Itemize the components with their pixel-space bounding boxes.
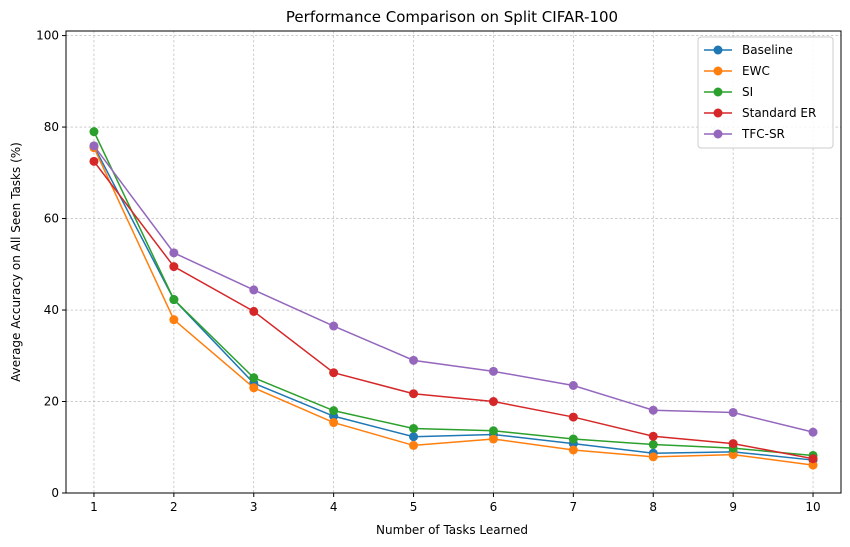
data-point-tfc-sr bbox=[488, 366, 498, 376]
x-tick-label: 4 bbox=[330, 500, 338, 514]
y-tick-label: 80 bbox=[44, 120, 59, 134]
legend-item: TFC-SR bbox=[704, 127, 785, 141]
data-point-tfc-sr bbox=[648, 405, 658, 415]
x-tick-label: 10 bbox=[805, 500, 820, 514]
data-point-tfc-sr bbox=[568, 381, 578, 391]
legend-label: TFC-SR bbox=[741, 127, 785, 141]
x-axis: 1 2 3 4 5 6 7 8 9 10 bbox=[90, 493, 821, 514]
data-point-tfc-sr bbox=[409, 355, 419, 365]
data-point-si bbox=[488, 426, 498, 436]
plot-frame bbox=[65, 30, 842, 494]
x-tick-label: 2 bbox=[170, 500, 178, 514]
legend-marker bbox=[713, 108, 723, 118]
series-baseline bbox=[89, 141, 818, 465]
legend-item: Standard ER bbox=[704, 106, 816, 120]
series-line-tfc-sr bbox=[93, 145, 814, 433]
legend: Baseline EWC SI Standard ER TFC-SR bbox=[697, 36, 834, 149]
legend-item: Baseline bbox=[704, 43, 793, 57]
series-si bbox=[89, 127, 818, 460]
data-point-tfc-sr bbox=[89, 141, 99, 151]
data-point-si bbox=[89, 127, 99, 137]
x-tick-label: 7 bbox=[570, 500, 578, 514]
x-tick-label: 9 bbox=[729, 500, 737, 514]
chart-title: Performance Comparison on Split CIFAR-10… bbox=[286, 8, 618, 26]
legend-box bbox=[697, 36, 834, 149]
x-tick-label: 6 bbox=[490, 500, 498, 514]
data-point-ewc bbox=[568, 445, 578, 455]
data-point-standard-er bbox=[169, 262, 179, 272]
series-group bbox=[89, 127, 818, 470]
data-point-ewc bbox=[728, 450, 738, 460]
data-point-tfc-sr bbox=[728, 407, 738, 417]
series-line-ewc bbox=[93, 147, 814, 466]
y-tick-label: 0 bbox=[51, 486, 59, 500]
data-point-si bbox=[169, 295, 179, 305]
legend-label: SI bbox=[742, 85, 753, 99]
series-line-si bbox=[93, 131, 814, 457]
data-point-ewc bbox=[169, 315, 179, 325]
x-tick-label: 5 bbox=[410, 500, 418, 514]
data-point-standard-er bbox=[728, 439, 738, 449]
data-point-si bbox=[249, 373, 259, 383]
data-point-tfc-sr bbox=[169, 248, 179, 258]
x-axis-label: Number of Tasks Learned bbox=[376, 523, 528, 537]
data-point-standard-er bbox=[89, 156, 99, 166]
data-point-baseline bbox=[409, 432, 419, 442]
data-point-si bbox=[409, 424, 419, 434]
y-axis-label: Average Accuracy on All Seen Tasks (%) bbox=[9, 142, 23, 382]
y-tick-label: 20 bbox=[44, 395, 59, 409]
data-point-si bbox=[329, 406, 339, 416]
y-tick-label: 60 bbox=[44, 212, 59, 226]
legend-marker bbox=[713, 129, 723, 139]
legend-marker bbox=[713, 87, 723, 97]
data-point-standard-er bbox=[409, 389, 419, 399]
y-tick-label: 100 bbox=[36, 29, 59, 43]
data-point-standard-er bbox=[488, 397, 498, 407]
data-point-ewc bbox=[249, 383, 259, 393]
legend-label: Standard ER bbox=[742, 106, 816, 120]
data-point-si bbox=[568, 434, 578, 444]
data-point-tfc-sr bbox=[329, 321, 339, 331]
legend-label: EWC bbox=[742, 64, 770, 78]
y-tick-label: 40 bbox=[44, 303, 59, 317]
data-point-tfc-sr bbox=[808, 427, 818, 437]
data-point-standard-er bbox=[568, 412, 578, 422]
data-point-standard-er bbox=[648, 431, 658, 441]
data-point-ewc bbox=[488, 434, 498, 444]
series-tfc-sr bbox=[89, 141, 818, 437]
data-point-standard-er bbox=[249, 306, 259, 316]
legend-item: EWC bbox=[704, 64, 770, 78]
series-line-baseline bbox=[93, 145, 814, 461]
legend-label: Baseline bbox=[742, 43, 793, 57]
legend-item: SI bbox=[704, 85, 753, 99]
legend-marker bbox=[713, 66, 723, 76]
series-standard-er bbox=[89, 156, 818, 464]
data-point-si bbox=[648, 440, 658, 450]
y-axis: 0 20 40 60 80 100 bbox=[36, 29, 66, 500]
data-point-ewc bbox=[808, 460, 818, 470]
data-point-ewc bbox=[648, 452, 658, 462]
x-tick-label: 1 bbox=[90, 500, 98, 514]
series-ewc bbox=[89, 143, 818, 470]
data-point-ewc bbox=[329, 418, 339, 428]
x-tick-label: 3 bbox=[250, 500, 258, 514]
data-point-tfc-sr bbox=[249, 285, 259, 295]
series-line-standard-er bbox=[93, 160, 814, 460]
legend-marker bbox=[713, 45, 723, 55]
data-point-standard-er bbox=[329, 368, 339, 378]
data-point-standard-er bbox=[808, 454, 818, 464]
data-point-ewc bbox=[409, 440, 419, 450]
x-tick-label: 8 bbox=[649, 500, 657, 514]
